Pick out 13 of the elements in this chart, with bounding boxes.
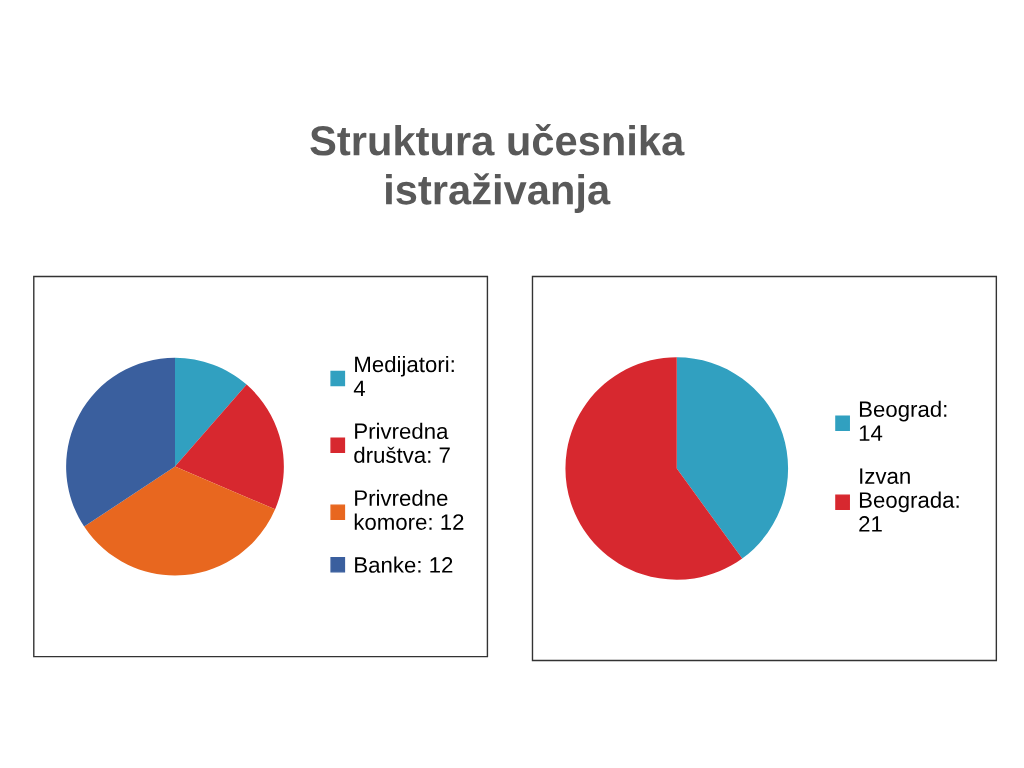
legend-label: Beograd: 14: [859, 400, 947, 441]
legend-label: Izvan Beograda: 21: [859, 468, 959, 532]
legend-label: Privredne komore: 12: [354, 489, 464, 530]
pie-slice: [175, 384, 284, 510]
pie-slice: [565, 357, 743, 580]
pie-slice: [676, 357, 789, 559]
legend-label: Medijatori: 4: [353, 355, 454, 396]
pie-slice: [66, 357, 175, 527]
pie-slice: [175, 357, 247, 467]
legend-label: Privredna društva: 7: [354, 422, 450, 464]
chart-title: Struktura učesnika istraživanja: [310, 124, 685, 213]
pie-slice: [84, 466, 276, 576]
legend-label: Banke: 12: [355, 556, 453, 573]
